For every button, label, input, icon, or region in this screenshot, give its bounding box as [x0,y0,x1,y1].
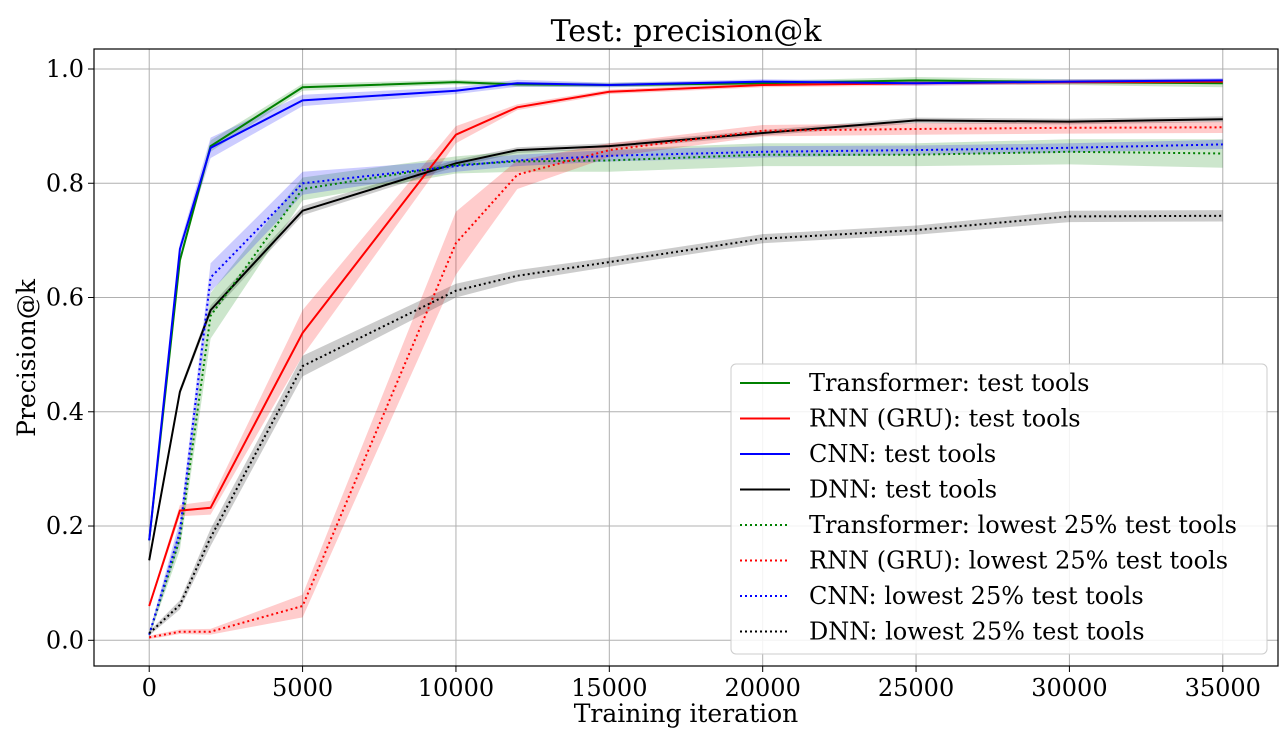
legend-label: DNN: lowest 25% test tools [809,618,1145,646]
y-tick-label: 0.2 [46,512,84,540]
legend-label: RNN (GRU): test tools [809,405,1081,433]
y-tick-label: 0.6 [46,284,84,312]
series-line-3 [148,79,1223,541]
series-line-4 [148,118,1223,561]
series-line-8 [148,214,1223,635]
legend-label: RNN (GRU): lowest 25% test tools [809,547,1228,575]
x-tick-label: 35000 [1185,674,1261,702]
y-tick-label: 1.0 [46,55,84,83]
series-line-5 [148,150,1223,635]
plot-frame [93,48,1279,667]
chart-title: Test: precision@k [551,14,823,49]
legend: Transformer: test tools RNN (GRU): test t… [730,363,1268,655]
series-lines [148,79,1223,639]
y-tick-label: 0.0 [46,626,84,654]
x-tick-label: 30000 [1031,674,1107,702]
x-tick-label: 0 [142,674,157,702]
series-line-6 [149,126,1223,639]
y-axis-label: Precision@k [12,278,41,437]
x-tick-label: 5000 [272,674,333,702]
legend-label: Transformer: lowest 25% test tools [809,511,1237,539]
legend-label: CNN: test tools [809,440,996,468]
y-tick-label: 0.4 [46,398,84,426]
x-tick-label: 15000 [571,674,647,702]
x-axis-label: Training iteration [574,699,799,728]
axis-ticks: 0 5000 10000 15000 20000 25000 30000 35000 0.0 0.… [46,55,1261,702]
legend-label: Transformer: test tools [809,369,1090,397]
legend-box [730,363,1268,655]
x-tick-label: 10000 [418,674,494,702]
y-tick-label: 0.8 [46,169,84,197]
x-tick-label: 20000 [725,674,801,702]
x-tick-label: 25000 [878,674,954,702]
series-line-7 [148,143,1223,635]
legend-label: CNN: lowest 25% test tools [809,582,1144,610]
series-band-8 [149,210,1223,636]
legend-label: DNN: test tools [809,476,997,504]
